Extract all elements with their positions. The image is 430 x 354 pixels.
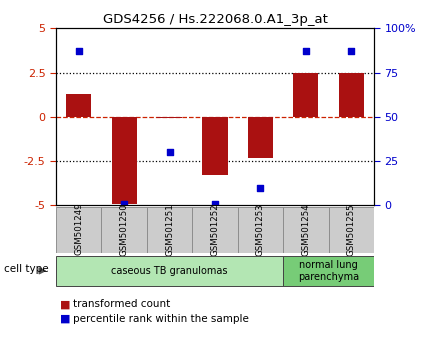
Bar — [293, 73, 318, 117]
Bar — [238, 207, 283, 253]
Point — [348, 48, 355, 54]
Text: GSM501254: GSM501254 — [301, 203, 310, 256]
Text: percentile rank within the sample: percentile rank within the sample — [73, 314, 249, 324]
Point — [257, 185, 264, 190]
Bar — [283, 207, 329, 253]
Bar — [112, 117, 137, 204]
Bar — [101, 207, 147, 253]
Bar — [56, 207, 101, 253]
Bar — [203, 117, 227, 175]
Bar — [192, 207, 238, 253]
Text: transformed count: transformed count — [73, 299, 170, 309]
Text: GSM501255: GSM501255 — [347, 203, 356, 256]
Text: ■: ■ — [60, 314, 71, 324]
Text: GSM501252: GSM501252 — [211, 203, 219, 256]
Bar — [248, 117, 273, 158]
Point — [166, 149, 173, 155]
Point — [212, 201, 218, 206]
Text: ■: ■ — [60, 299, 71, 309]
Title: GDS4256 / Hs.222068.0.A1_3p_at: GDS4256 / Hs.222068.0.A1_3p_at — [103, 13, 327, 26]
Text: GSM501249: GSM501249 — [74, 203, 83, 256]
Bar — [283, 256, 374, 286]
Bar — [147, 207, 192, 253]
Text: GSM501250: GSM501250 — [120, 203, 129, 256]
Bar — [157, 117, 182, 118]
Point — [121, 201, 128, 206]
Text: GSM501253: GSM501253 — [256, 203, 265, 256]
Bar — [56, 256, 283, 286]
Point — [302, 48, 309, 54]
Text: normal lung
parenchyma: normal lung parenchyma — [298, 260, 359, 282]
Bar — [329, 207, 374, 253]
Bar — [66, 94, 91, 117]
Bar — [339, 73, 364, 117]
Text: cell type: cell type — [4, 264, 49, 274]
Text: GSM501251: GSM501251 — [165, 203, 174, 256]
Point — [75, 48, 82, 54]
Text: caseous TB granulomas: caseous TB granulomas — [111, 266, 228, 276]
